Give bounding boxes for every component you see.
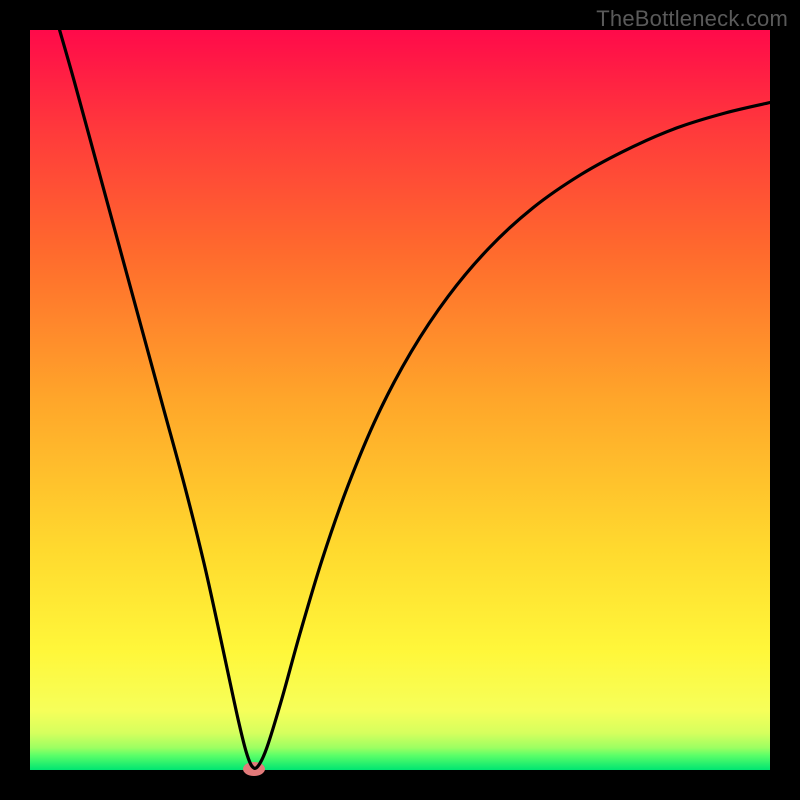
- curve-path: [60, 30, 770, 768]
- chart-frame: TheBottleneck.com: [0, 0, 800, 800]
- watermark-text: TheBottleneck.com: [596, 6, 788, 32]
- bottleneck-curve: [30, 30, 770, 770]
- plot-area: [30, 30, 770, 770]
